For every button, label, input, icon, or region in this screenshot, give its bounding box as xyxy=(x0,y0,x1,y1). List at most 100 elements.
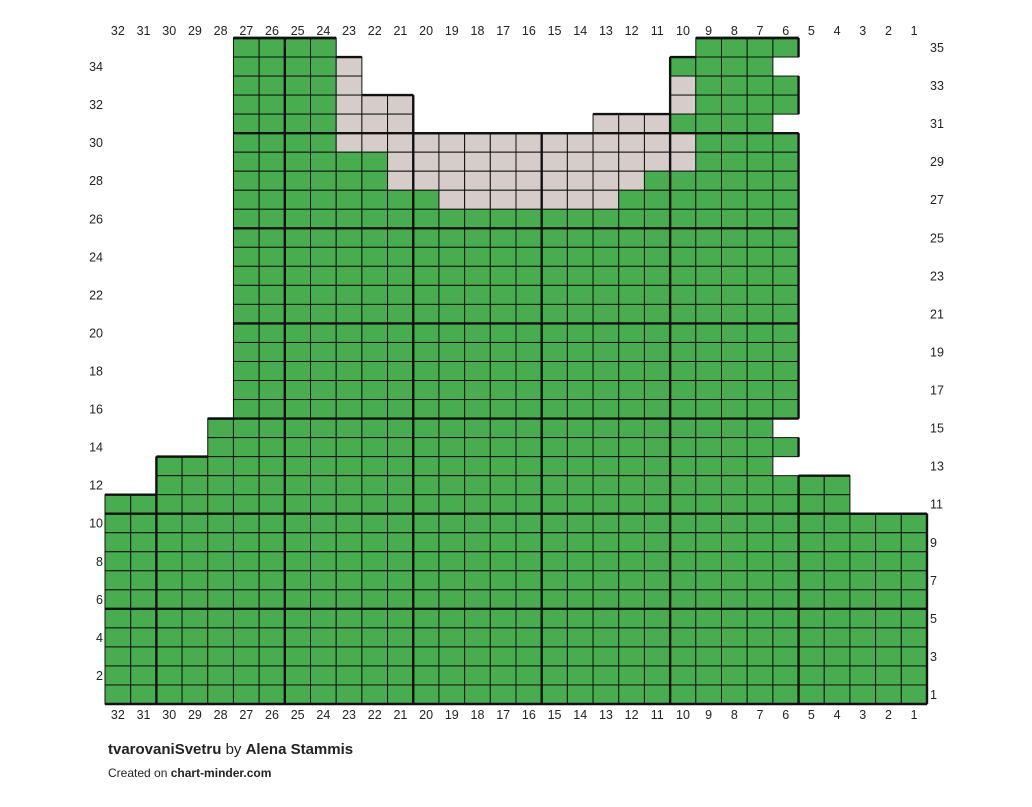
stitch-cell xyxy=(541,570,568,591)
stitch-cell xyxy=(772,665,800,686)
stitch-cell xyxy=(335,322,363,343)
stitch-cell xyxy=(438,265,466,286)
stitch-cell xyxy=(258,341,286,362)
stitch-cell xyxy=(438,437,466,458)
stitch-cell xyxy=(232,227,260,248)
stitch-cell xyxy=(772,437,800,458)
stitch-cell xyxy=(592,151,620,172)
stitch-cell xyxy=(207,570,234,591)
stitch-cell xyxy=(387,570,414,591)
stitch-cell xyxy=(412,475,440,496)
stitch-cell xyxy=(284,627,311,648)
stitch-cell xyxy=(181,646,209,667)
stitch-cell xyxy=(798,494,825,515)
stitch-cell xyxy=(746,37,774,58)
stitch-cell xyxy=(387,360,414,382)
stitch-cell xyxy=(258,627,286,648)
stitch-cell xyxy=(592,303,620,324)
stitch-cell xyxy=(387,532,414,553)
stitch-cell xyxy=(412,303,440,324)
stitch-cell xyxy=(310,341,337,362)
stitch-cell xyxy=(592,684,620,705)
stitch-cell xyxy=(541,608,568,629)
stitch-cell xyxy=(541,132,568,153)
stitch-cell xyxy=(515,189,543,210)
stitch-cell xyxy=(207,475,234,496)
stitch-cell xyxy=(515,665,543,686)
stitch-cell xyxy=(643,418,671,439)
stitch-cell xyxy=(900,589,928,610)
stitch-cell xyxy=(746,208,774,229)
stitch-cell xyxy=(721,227,748,248)
stitch-cell xyxy=(746,56,774,77)
stitch-cell xyxy=(669,418,697,439)
stitch-cell xyxy=(387,684,414,705)
stitch-cell xyxy=(361,265,389,286)
stitch-cell xyxy=(387,456,414,477)
stitch-cell xyxy=(412,132,440,153)
stitch-cell xyxy=(798,684,825,705)
row-number: 31 xyxy=(930,117,944,131)
stitch-cell xyxy=(618,665,645,686)
stitch-cell xyxy=(232,380,260,401)
stitch-cell xyxy=(489,627,517,648)
stitch-cell xyxy=(232,532,260,553)
stitch-cell xyxy=(284,322,311,343)
stitch-cell xyxy=(207,627,234,648)
stitch-cell xyxy=(361,418,389,439)
stitch-cell xyxy=(489,684,517,705)
stitch-cell xyxy=(695,322,722,343)
stitch-cell xyxy=(592,132,620,153)
stitch-cell xyxy=(721,380,748,401)
stitch-cell xyxy=(721,56,748,77)
row-number: 8 xyxy=(96,555,103,569)
stitch-cell xyxy=(387,437,414,458)
column-numbers-top: 32 31 30 29 28 27 26 25 24 23 22 21 20 19 18 17 16 15 14 13… xyxy=(111,24,918,38)
stitch-cell xyxy=(772,475,800,496)
column-number: 17 xyxy=(496,24,510,38)
stitch-cell xyxy=(207,456,234,477)
stitch-cell xyxy=(515,360,543,382)
stitch-cell xyxy=(155,570,183,591)
stitch-cell xyxy=(515,513,543,534)
stitch-cell xyxy=(566,646,594,667)
stitch-cell xyxy=(849,570,877,591)
stitch-cell xyxy=(669,551,697,572)
column-number: 20 xyxy=(419,24,433,38)
stitch-cell xyxy=(335,608,363,629)
stitch-cell xyxy=(387,627,414,648)
stitch-cell xyxy=(541,189,568,210)
stitch-cell xyxy=(669,265,697,286)
stitch-cell xyxy=(695,246,722,267)
stitch-cell xyxy=(515,532,543,553)
stitch-cell xyxy=(181,456,209,477)
stitch-cell xyxy=(310,208,337,229)
stitch-cell xyxy=(823,532,851,553)
stitch-cell xyxy=(695,532,722,553)
stitch-cell xyxy=(643,380,671,401)
stitch-cell xyxy=(310,399,337,420)
stitch-cell xyxy=(772,646,800,667)
stitch-cell xyxy=(310,189,337,210)
stitch-cell xyxy=(232,303,260,324)
stitch-cell xyxy=(438,360,466,382)
stitch-cell xyxy=(798,646,825,667)
stitch-cell xyxy=(875,665,902,686)
stitch-cell xyxy=(823,627,851,648)
column-number: 25 xyxy=(291,708,305,722)
stitch-cell xyxy=(335,265,363,286)
stitch-cell xyxy=(258,570,286,591)
stitch-cell xyxy=(335,551,363,572)
stitch-cell xyxy=(361,380,389,401)
column-number: 24 xyxy=(316,24,330,38)
stitch-cell xyxy=(310,665,337,686)
stitch-cell xyxy=(721,456,748,477)
stitch-cell xyxy=(875,627,902,648)
stitch-cell xyxy=(361,227,389,248)
stitch-cell xyxy=(284,113,311,134)
stitch-cell xyxy=(232,684,260,705)
stitch-cell xyxy=(772,170,800,191)
stitch-cell xyxy=(772,360,800,382)
stitch-cell xyxy=(438,208,466,229)
column-number: 24 xyxy=(316,708,330,722)
